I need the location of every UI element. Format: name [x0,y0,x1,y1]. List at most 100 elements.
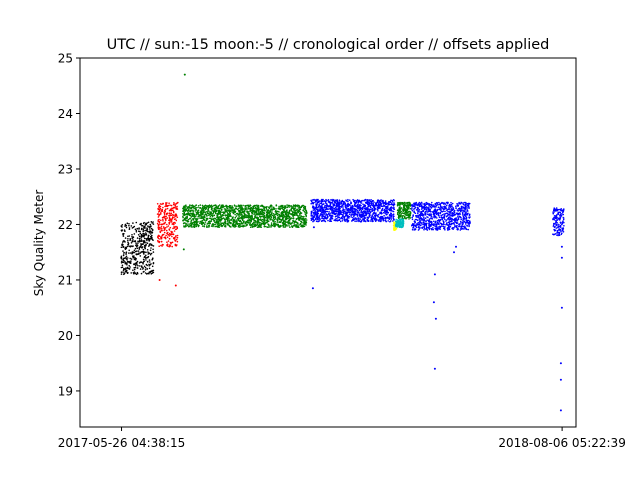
data-point [168,212,171,215]
data-point [158,279,161,281]
data-point [405,217,407,220]
data-point [254,220,257,222]
data-point [261,204,264,207]
data-point [453,251,455,254]
data-point [299,208,301,211]
data-point [246,216,249,219]
data-point [268,216,271,218]
data-point [121,226,123,228]
data-point [378,219,380,221]
data-point [463,208,465,210]
data-point [287,211,289,214]
data-point [402,212,405,215]
data-point [404,212,406,215]
data-point [262,205,265,208]
data-point [443,227,446,229]
data-point [272,217,275,220]
data-point [147,255,150,258]
data-point [401,203,404,206]
data-point [401,215,404,217]
data-point [558,234,561,236]
data-point [122,240,125,242]
data-point [311,210,313,213]
data-point [202,212,204,215]
data-point [433,220,435,223]
data-point [321,198,323,201]
data-point [146,249,149,251]
data-point [419,215,422,218]
data-point [227,219,229,222]
data-point [281,212,284,215]
data-point [451,205,453,207]
data-point [362,203,364,206]
data-point [166,232,168,235]
data-point [157,211,160,213]
data-point [334,200,337,202]
data-point [199,204,202,206]
data-point [390,209,393,212]
data-point [433,210,435,212]
data-point [348,210,350,212]
data-point [322,198,324,201]
data-point [220,216,222,219]
data-point [208,204,211,206]
data-point [326,203,328,205]
data-point [467,212,469,215]
data-point [435,225,438,228]
data-point [269,210,272,213]
data-point [278,205,280,208]
data-point [557,225,559,227]
data-point [380,203,382,206]
data-point [189,217,191,220]
data-point [195,225,197,228]
data-point [451,227,454,230]
data-point [123,229,126,231]
data-point [397,222,400,224]
data-point [193,226,196,228]
data-point [288,225,290,227]
data-point [421,218,424,221]
data-point [382,211,385,214]
data-point [456,209,459,211]
data-point [133,225,136,228]
data-point [316,210,319,213]
data-point [290,205,292,208]
data-point [123,268,125,270]
data-point [137,234,140,236]
data-point [201,225,204,227]
data-point [357,219,359,221]
data-point [132,245,134,247]
data-point [145,257,147,260]
data-point [401,220,404,223]
data-point [457,216,459,218]
data-point [215,219,218,221]
data-point [167,225,170,227]
data-point [376,201,379,204]
data-point [128,227,131,229]
data-point [399,208,402,210]
data-point [344,215,347,217]
data-point [430,220,433,223]
data-point [253,213,255,215]
data-point [240,221,242,223]
data-point [278,215,281,217]
data-point [282,209,285,211]
data-point [198,224,200,227]
data-point [266,217,268,219]
data-point [240,211,242,213]
data-point [235,219,238,221]
data-point [340,213,342,216]
data-point [435,222,437,224]
data-point [390,215,393,218]
data-point [168,238,171,240]
data-point [373,208,376,211]
data-point [399,203,401,206]
data-point [136,260,139,263]
data-point [342,203,345,206]
data-point [395,220,397,222]
data-point [174,204,176,207]
data-point [372,203,375,205]
data-point [349,209,352,212]
data-point [252,221,255,224]
data-point [450,217,453,220]
